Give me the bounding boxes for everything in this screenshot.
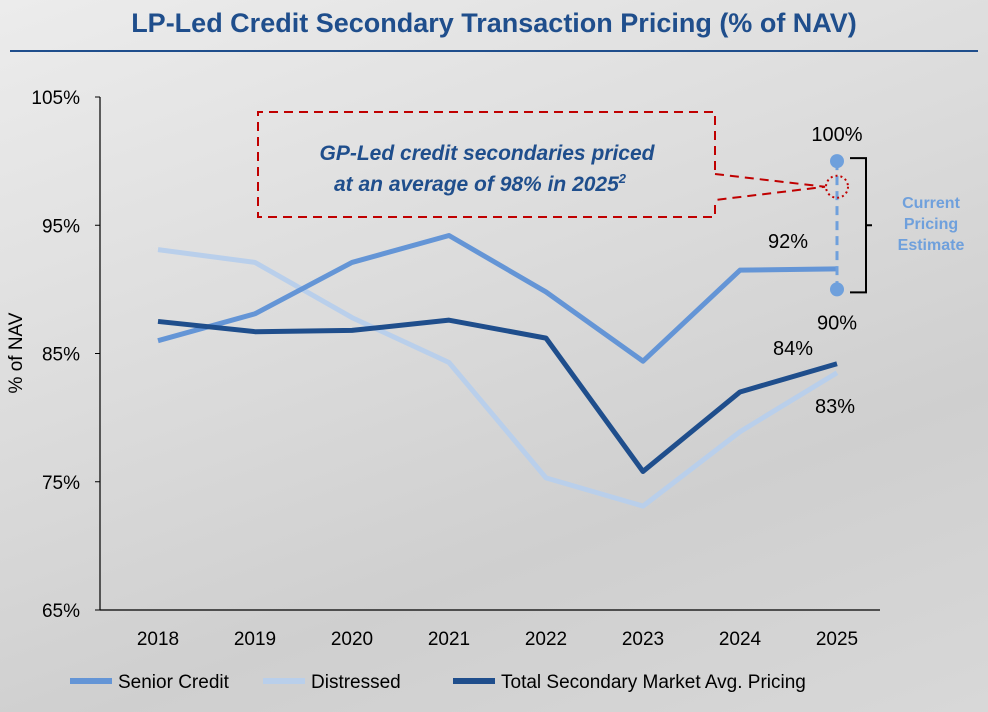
annotation-callout	[714, 173, 826, 201]
gp-led-average-marker	[825, 174, 849, 199]
y-tick-label: 105%	[31, 88, 80, 109]
x-tick-label: 2022	[525, 629, 567, 650]
data-label-senior-2025: 92%	[768, 231, 808, 253]
estimate-low-label: 90%	[817, 312, 857, 334]
x-tick-label: 2025	[816, 629, 858, 650]
estimate-label-line: Current	[902, 195, 960, 212]
series-line-total-secondary-market-avg-pricing	[157, 317, 838, 474]
estimate-low-marker	[830, 282, 844, 297]
title-underline	[10, 50, 978, 52]
annotation-line-2: at an average of 98% in 20252	[334, 171, 627, 196]
estimate-bracket	[850, 157, 872, 294]
estimate-label-line: Pricing	[904, 216, 958, 233]
data-label-distressed-2025: 83%	[815, 396, 855, 418]
estimate-label-line: Estimate	[898, 237, 965, 254]
x-tick-label: 2019	[234, 629, 276, 650]
series-line-distressed	[157, 247, 839, 509]
x-tick-label: 2020	[331, 629, 373, 650]
estimate-high-marker	[830, 154, 844, 169]
y-tick-label: 95%	[42, 216, 80, 237]
series-line-senior-credit	[157, 233, 838, 364]
y-tick-label: 85%	[42, 345, 80, 366]
estimate-high-label: 100%	[811, 124, 862, 146]
x-tick-label: 2021	[428, 629, 470, 650]
annotation-superscript: 2	[618, 171, 627, 186]
chart-title: LP-Led Credit Secondary Transaction Pric…	[131, 8, 857, 38]
data-label-total-2025: 84%	[773, 338, 813, 360]
annotation-box	[257, 111, 716, 218]
x-tick-label: 2023	[622, 629, 664, 650]
x-tick-label: 2018	[137, 629, 179, 650]
y-tick-label: 65%	[42, 601, 80, 622]
y-tick-label: 75%	[42, 473, 80, 494]
x-tick-label: 2024	[719, 629, 762, 650]
y-axis-label: % of NAV	[6, 312, 27, 393]
legend-label: Senior Credit	[118, 672, 230, 693]
legend-label: Total Secondary Market Avg. Pricing	[501, 672, 806, 693]
legend-label: Distressed	[311, 672, 401, 693]
annotation-line-1: GP-Led credit secondaries priced	[320, 142, 656, 165]
